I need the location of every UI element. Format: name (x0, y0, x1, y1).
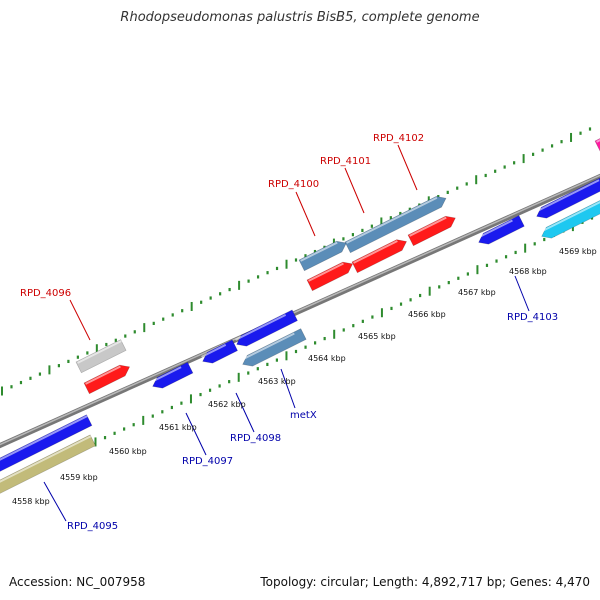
gene-red-highlight (308, 262, 344, 282)
gene-rpd4103-highlight (477, 219, 513, 239)
scale-label: 4559 kbp (60, 473, 98, 482)
scale-label: 4566 kbp (408, 310, 446, 319)
leader-line (235, 392, 255, 433)
gene-metx-highlight (241, 332, 295, 361)
genome-backbone (0, 173, 600, 449)
leader-line (185, 412, 207, 456)
gene-label-reverse: RPD_4103 (507, 312, 558, 323)
gene-rpd4097-highlight (151, 366, 182, 383)
gene-red (351, 239, 407, 274)
accession-text: Accession: NC_007958 (9, 575, 146, 589)
scale-label: 4567 kbp (458, 288, 496, 297)
scale-label: 4561 kbp (159, 423, 197, 432)
gene-features (0, 138, 600, 494)
scale-label: 4563 kbp (258, 377, 296, 386)
gene-red-highlight (353, 240, 398, 264)
gene-label-reverse: RPD_4095 (67, 521, 118, 532)
gene-rpd4102 (407, 215, 456, 247)
scale-label: 4564 kbp (308, 354, 346, 363)
scale-label: 4562 kbp (208, 400, 246, 409)
scale-label: 4560 kbp (109, 447, 147, 456)
leader-line (280, 368, 296, 409)
gene-red-highlight (85, 365, 121, 385)
gene-red (306, 261, 354, 292)
gene-label-reverse: RPD_4098 (230, 433, 281, 444)
gene-rpd4097 (152, 361, 194, 389)
leader-line (295, 191, 316, 237)
gene-label-reverse: RPD_4097 (182, 456, 233, 467)
gene-magenta (594, 138, 600, 152)
gene-rpd4103 (478, 215, 525, 245)
gene-rpd4095-highlight (0, 435, 92, 483)
gene-rpd4101-highlight (346, 196, 438, 244)
gene-rpd4096-highlight (77, 340, 122, 364)
gene-rpd4096 (75, 339, 127, 374)
gene-rpd4100-highlight (300, 241, 338, 262)
gene-red (83, 364, 131, 395)
gene-blue (0, 414, 93, 472)
scale-label: 4558 kbp (12, 497, 50, 506)
genome-summary-text: Topology: circular; Length: 4,892,717 bp… (260, 575, 590, 589)
gene-metx (242, 328, 307, 367)
gene-label-reverse: metX (290, 410, 317, 421)
leader-line (514, 275, 530, 312)
gene-blue (236, 309, 298, 347)
scale-labels: 4558 kbp 4559 kbp 4560 kbp 4561 kbp 4562… (12, 247, 597, 506)
leader-line (69, 299, 91, 341)
leader-line (344, 167, 365, 214)
leader-line (397, 144, 418, 191)
gene-rpd4095 (0, 434, 96, 494)
gene-label-forward: RPD_4101 (320, 156, 371, 167)
gene-cyan-highlight (540, 201, 600, 233)
gene-label-forward: RPD_4102 (373, 133, 424, 144)
gene-label-forward: RPD_4100 (268, 179, 319, 190)
gene-blue-highlight (535, 179, 600, 213)
gene-label-forward: RPD_4096 (20, 288, 71, 299)
gene-magenta-highlight (596, 139, 600, 143)
gene-blue-highlight (235, 313, 287, 341)
gene-blue-highlight (0, 415, 88, 461)
gene-blue (202, 339, 238, 364)
scale-label: 4569 kbp (559, 247, 597, 256)
map-title: Rhodopseudomonas palustris BisB5, comple… (120, 10, 480, 25)
scale-label: 4565 kbp (358, 332, 396, 341)
gene-rpd4100 (298, 240, 347, 272)
leader-line (43, 481, 67, 522)
gene-blue-highlight (201, 343, 227, 358)
gene-labels: RPD_4096 RPD_4100 RPD_4101 RPD_4102 RPD_… (20, 133, 558, 532)
gene-rpd4102-highlight (409, 216, 447, 237)
scale-label: 4568 kbp (509, 267, 547, 276)
gene-rpd4101 (344, 196, 447, 254)
label-leader-lines (43, 144, 530, 522)
